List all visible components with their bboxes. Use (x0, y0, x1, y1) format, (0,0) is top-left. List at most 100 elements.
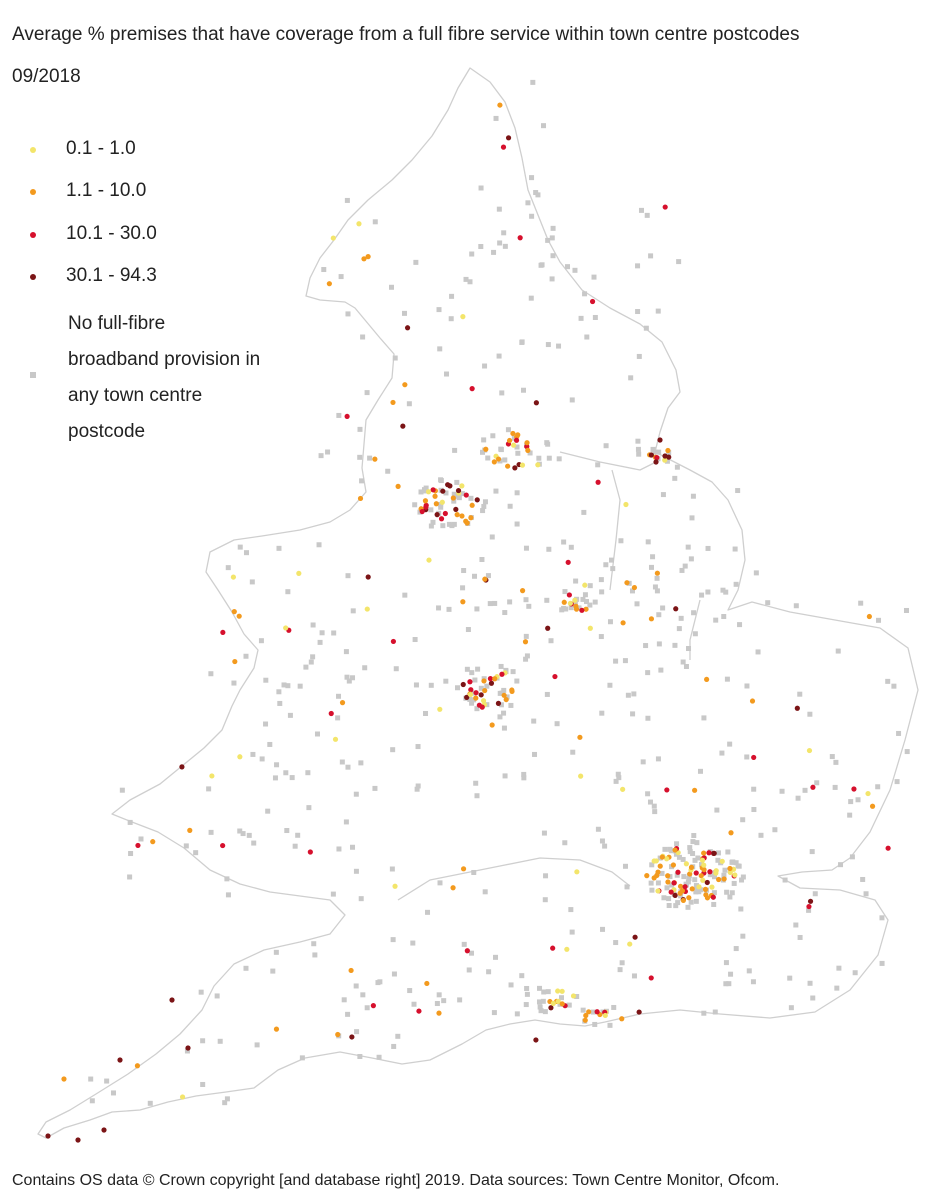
no-fibre-town-marker (648, 880, 654, 886)
no-fibre-town-marker (514, 444, 520, 450)
no-fibre-town-marker (655, 308, 661, 314)
no-fibre-town-marker (599, 838, 605, 844)
no-fibre-town-marker (303, 664, 309, 670)
fibre-town-marker (689, 886, 695, 892)
no-fibre-town-marker (88, 1076, 94, 1082)
fibre-town-marker (665, 873, 671, 879)
no-fibre-town-marker (346, 678, 352, 684)
no-fibre-town-marker (629, 588, 635, 594)
no-fibre-town-marker (802, 787, 808, 793)
no-fibre-town-marker (482, 889, 488, 895)
no-fibre-town-marker (496, 206, 502, 212)
no-fibre-town-marker (758, 832, 764, 838)
fibre-town-marker (419, 508, 425, 515)
no-fibre-town-marker (461, 941, 467, 947)
fibre-town-marker (524, 440, 530, 446)
no-fibre-town-marker (672, 475, 678, 481)
fibre-town-marker (364, 606, 370, 612)
no-fibre-town-marker (643, 325, 649, 331)
no-fibre-town-marker (481, 503, 487, 509)
fibre-town-marker (400, 423, 406, 429)
fibre-town-marker (709, 884, 715, 890)
fibre-town-marker (711, 850, 717, 857)
no-fibre-town-marker (591, 274, 597, 280)
no-fibre-town-marker (705, 545, 711, 551)
no-fibre-town-marker (263, 721, 269, 727)
no-fibre-town-marker (364, 1005, 370, 1011)
no-fibre-town-marker (625, 692, 631, 698)
no-fibre-town-marker (550, 225, 556, 231)
no-fibre-town-marker (590, 1009, 596, 1015)
no-fibre-town-marker (643, 643, 649, 649)
no-fibre-town-marker (206, 786, 212, 792)
no-fibre-town-marker (490, 433, 496, 439)
fibre-town-marker (807, 898, 814, 904)
no-fibre-town-marker (545, 989, 551, 995)
legend-swatch-0 (30, 147, 36, 153)
no-fibre-town-marker (318, 453, 324, 459)
no-fibre-town-marker (225, 565, 231, 571)
fibre-town-marker (627, 941, 633, 947)
no-fibre-town-marker (436, 992, 442, 998)
no-fibre-town-marker (343, 819, 349, 825)
no-fibre-town-marker (707, 872, 713, 878)
no-fibre-town-marker (436, 605, 442, 611)
no-fibre-town-marker (568, 544, 574, 550)
no-fibre-town-marker (395, 1033, 401, 1039)
no-fibre-town-marker (668, 848, 674, 854)
no-fibre-town-marker (654, 575, 660, 581)
no-fibre-town-marker (860, 876, 866, 882)
fibre-town-marker (654, 570, 660, 576)
no-fibre-town-marker (676, 626, 682, 632)
no-fibre-town-marker (809, 849, 815, 855)
no-fibre-town-marker (600, 926, 606, 932)
fibre-town-marker (487, 676, 494, 682)
no-fibre-town-marker (193, 850, 199, 856)
no-fibre-town-marker (740, 874, 746, 880)
fibre-town-marker (489, 722, 495, 728)
no-fibre-town-marker (607, 1022, 613, 1028)
no-fibre-town-marker (565, 264, 571, 270)
no-fibre-town-marker (652, 449, 658, 455)
fibre-town-marker (464, 520, 470, 526)
fibre-town-marker (474, 497, 480, 503)
no-fibre-town-marker (423, 485, 429, 491)
fibre-town-marker (328, 710, 334, 717)
no-fibre-town-marker (295, 832, 301, 838)
no-fibre-town-marker (574, 994, 580, 1000)
no-fibre-town-marker (473, 780, 479, 786)
map-title: Average % premises that have coverage fr… (12, 24, 800, 45)
fibre-town-marker (673, 606, 679, 612)
no-provision-line-2: broadband provision in (68, 349, 261, 370)
no-fibre-town-marker (636, 353, 642, 359)
no-fibre-town-marker (460, 585, 466, 591)
no-fibre-town-marker (270, 968, 276, 974)
fibre-town-marker (701, 867, 707, 873)
no-fibre-town-marker (755, 649, 761, 655)
no-fibre-town-marker (724, 676, 730, 682)
no-fibre-town-marker (498, 447, 504, 453)
no-fibre-town-marker (474, 793, 480, 799)
fibre-town-marker (751, 754, 757, 761)
no-fibre-town-marker (358, 760, 364, 766)
no-fibre-town-marker (675, 900, 681, 906)
no-fibre-town-marker (806, 907, 812, 913)
no-fibre-town-marker (740, 933, 746, 939)
fibre-town-marker (533, 1037, 539, 1043)
no-fibre-town-marker (546, 546, 552, 552)
no-fibre-town-marker (413, 682, 419, 688)
no-fibre-town-marker (391, 1043, 397, 1049)
no-fibre-town-marker (254, 1042, 260, 1048)
no-fibre-town-marker (836, 965, 842, 971)
no-fibre-town-marker (493, 954, 499, 960)
fibre-town-marker (707, 869, 713, 875)
fibre-town-marker (602, 1012, 608, 1019)
fibre-town-marker (701, 850, 707, 856)
no-fibre-town-marker (325, 449, 331, 455)
fibre-town-marker (179, 1094, 186, 1100)
no-fibre-town-marker (688, 556, 694, 562)
no-fibre-town-marker (478, 244, 484, 250)
no-fibre-town-marker (521, 775, 527, 781)
no-fibre-town-marker (852, 970, 858, 976)
no-fibre-town-marker (491, 249, 497, 255)
